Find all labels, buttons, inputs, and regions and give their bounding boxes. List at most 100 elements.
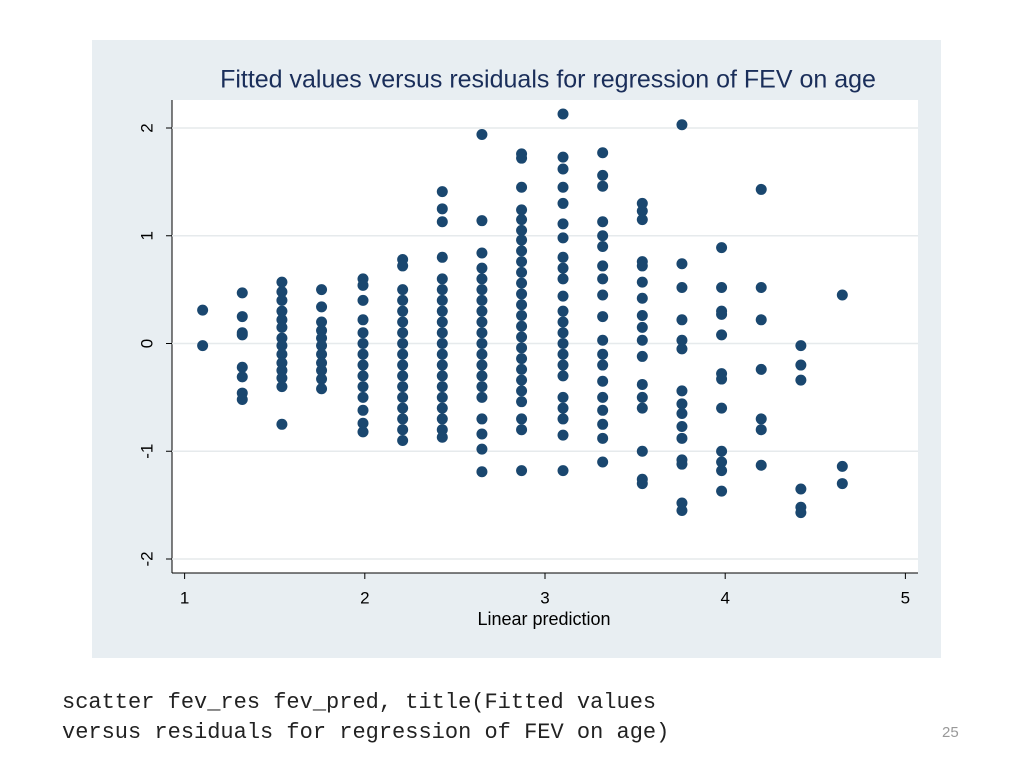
point [476,247,488,259]
point [276,314,288,326]
x-tick-label: 1 [180,588,189,607]
point [636,334,648,346]
point [476,443,488,455]
point [597,289,609,301]
point [636,402,648,414]
point [676,314,688,326]
point [397,381,409,393]
point [755,459,767,471]
point [316,284,328,296]
point [716,456,728,468]
point [676,334,688,346]
point [597,230,609,242]
point [676,458,688,470]
point [397,348,409,360]
point [557,262,569,274]
point [236,287,248,299]
point [476,370,488,382]
point [436,359,448,371]
point [716,402,728,414]
point [557,218,569,230]
point [636,350,648,362]
point [676,343,688,355]
point [436,203,448,215]
point [636,260,648,272]
point [557,429,569,441]
point [516,424,528,436]
point [476,338,488,350]
point [197,340,209,352]
point [316,340,328,352]
point [597,359,609,371]
point [516,385,528,397]
y-tick-label: -1 [137,444,156,459]
point [636,292,648,304]
point [557,163,569,175]
point [357,327,369,339]
point [557,327,569,339]
point [755,424,767,436]
point [357,381,369,393]
point [316,316,328,328]
point [676,432,688,444]
point [276,348,288,360]
point [436,370,448,382]
point [357,348,369,360]
point [476,273,488,285]
point [436,338,448,350]
point [436,316,448,328]
point [276,381,288,393]
point [397,391,409,403]
point [397,327,409,339]
point [316,383,328,395]
point [357,359,369,371]
point [597,375,609,387]
point [557,197,569,209]
point [516,320,528,332]
caption-line: versus residuals for regression of FEV o… [62,720,670,745]
point [436,327,448,339]
point [357,417,369,429]
point [516,363,528,375]
y-tick-label: 2 [137,123,156,132]
point [836,460,848,472]
point [397,305,409,317]
point [836,478,848,490]
point [276,340,288,352]
point [397,434,409,446]
point [516,214,528,226]
point [476,428,488,440]
point [516,277,528,289]
point [557,232,569,244]
point [597,169,609,181]
page-number: 25 [942,724,959,741]
point [676,119,688,131]
point [636,478,648,490]
point [397,338,409,350]
point [557,370,569,382]
point [636,214,648,226]
point [676,505,688,517]
point [436,402,448,414]
point [436,251,448,263]
point [397,424,409,436]
point [557,391,569,403]
point [236,329,248,341]
point [516,288,528,300]
point [476,348,488,360]
point [276,364,288,376]
point [516,256,528,268]
point [557,181,569,193]
point [597,348,609,360]
point [516,331,528,343]
point [436,413,448,425]
point [397,370,409,382]
point [795,507,807,519]
point [676,420,688,432]
point [597,260,609,272]
point [436,348,448,360]
point [676,385,688,397]
point [716,445,728,457]
point [716,242,728,254]
point [276,305,288,317]
